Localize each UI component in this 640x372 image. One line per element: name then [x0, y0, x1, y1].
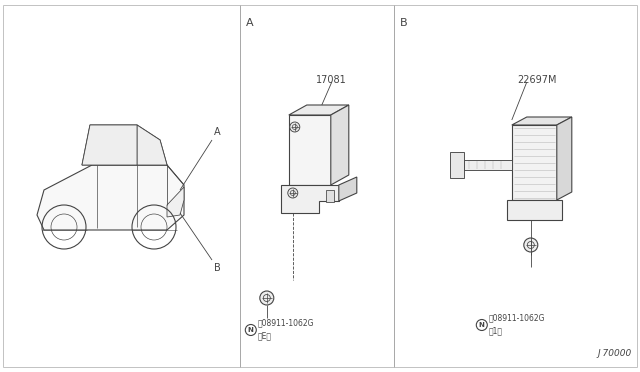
- Circle shape: [260, 291, 274, 305]
- Polygon shape: [331, 105, 349, 185]
- Text: 22697M: 22697M: [517, 75, 557, 85]
- Text: 17081: 17081: [316, 75, 347, 85]
- Polygon shape: [82, 125, 137, 165]
- Polygon shape: [281, 185, 339, 213]
- Polygon shape: [512, 117, 572, 125]
- Text: ⓝ08911-1062G
〈E〉: ⓝ08911-1062G 〈E〉: [258, 318, 314, 340]
- Polygon shape: [82, 125, 167, 165]
- Bar: [450, 152, 464, 178]
- Bar: [326, 190, 334, 202]
- Text: N: N: [479, 322, 484, 328]
- Text: B: B: [214, 263, 221, 273]
- Circle shape: [290, 122, 300, 132]
- Circle shape: [524, 238, 538, 252]
- Bar: [512, 125, 557, 200]
- Text: B: B: [399, 18, 407, 28]
- Text: N: N: [248, 327, 253, 333]
- Bar: [289, 115, 331, 185]
- Text: A: A: [214, 127, 221, 137]
- Polygon shape: [339, 177, 357, 201]
- Polygon shape: [289, 105, 349, 115]
- Polygon shape: [37, 165, 184, 230]
- Text: A: A: [246, 18, 253, 28]
- Bar: [464, 160, 512, 170]
- Circle shape: [288, 188, 298, 198]
- Polygon shape: [137, 125, 167, 165]
- Polygon shape: [557, 117, 572, 200]
- Polygon shape: [507, 200, 562, 220]
- Text: J 70000: J 70000: [598, 349, 632, 358]
- Text: ⓝ08911-1062G
（1）: ⓝ08911-1062G （1）: [489, 313, 545, 335]
- Polygon shape: [167, 187, 184, 217]
